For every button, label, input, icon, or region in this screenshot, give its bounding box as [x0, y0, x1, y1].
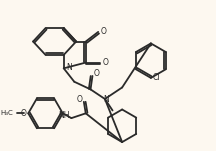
Text: O: O: [77, 95, 83, 104]
Text: H₃C: H₃C: [0, 110, 13, 116]
Text: O: O: [101, 27, 107, 36]
Text: O: O: [93, 69, 99, 78]
Text: N: N: [67, 63, 72, 72]
Text: O: O: [103, 58, 109, 67]
Text: N: N: [103, 95, 109, 104]
Text: Cl: Cl: [153, 73, 160, 82]
Text: O: O: [21, 109, 26, 118]
Text: NH: NH: [58, 111, 70, 120]
